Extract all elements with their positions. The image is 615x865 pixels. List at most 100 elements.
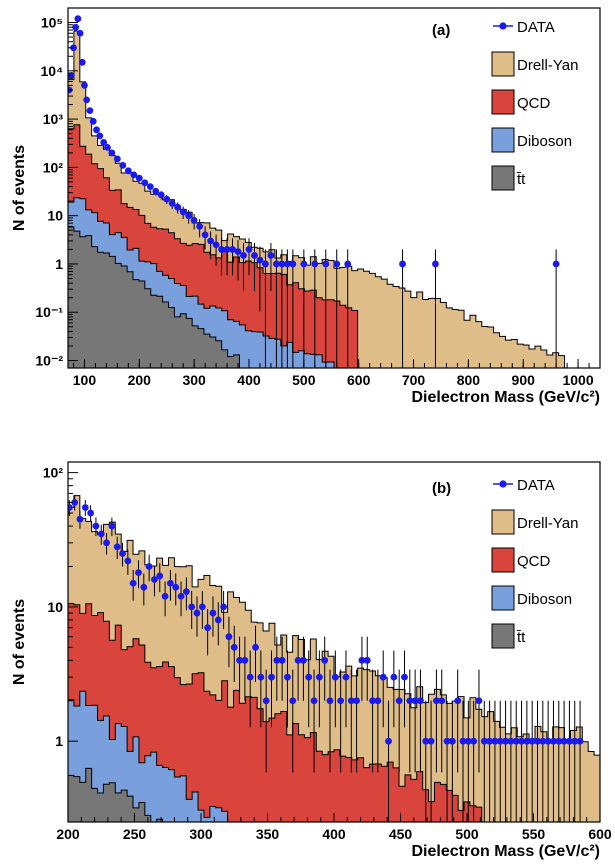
panel-label: (b) xyxy=(432,480,451,497)
data-point xyxy=(411,697,419,705)
data-point xyxy=(470,737,478,745)
data-point xyxy=(119,550,126,557)
data-point xyxy=(311,260,319,268)
data-point xyxy=(124,167,132,175)
data-point xyxy=(528,737,536,745)
data-point xyxy=(201,231,209,239)
x-tick-label: 450 xyxy=(389,826,413,842)
x-tick-label: 250 xyxy=(123,826,147,842)
y-tick-label: 10⁻² xyxy=(35,353,63,369)
data-point xyxy=(395,697,403,705)
data-point xyxy=(427,737,435,745)
data-point xyxy=(72,23,80,31)
data-point xyxy=(185,212,193,220)
panel-b: 200 250 300 350 400 450 500 550 600 1 10 10² N of ev… xyxy=(11,461,612,860)
data-point xyxy=(337,697,345,705)
legend-item: Drell-Yan xyxy=(491,509,578,535)
legend-swatch-ttbar xyxy=(491,165,515,191)
x-tick-label: 300 xyxy=(182,372,206,388)
data-point xyxy=(81,81,88,89)
data-point xyxy=(422,737,430,745)
data-point xyxy=(151,576,158,583)
data-point xyxy=(406,697,414,705)
x-tick-label: 400 xyxy=(322,826,346,842)
legend-label: t̄t xyxy=(516,629,526,646)
data-point xyxy=(379,673,387,681)
data-point xyxy=(273,656,281,664)
data-point xyxy=(119,161,127,169)
data-point xyxy=(331,673,339,681)
histogram-ttbar xyxy=(68,226,240,368)
data-point xyxy=(278,656,286,664)
data-point xyxy=(576,737,584,745)
x-tick-label: 100 xyxy=(73,372,97,388)
data-point xyxy=(245,246,253,253)
data-point xyxy=(129,579,137,587)
data-point xyxy=(552,260,560,268)
data-point xyxy=(246,673,254,681)
data-point xyxy=(87,509,95,517)
x-tick-label: 200 xyxy=(56,826,80,842)
data-point xyxy=(289,697,297,705)
x-axis-title: Dielectron Mass (GeV/c²) xyxy=(412,843,601,860)
legend-swatch-drellyan xyxy=(491,509,515,535)
x-tick-label: 500 xyxy=(455,826,479,842)
data-point xyxy=(161,592,169,600)
y-tick-label: 10³ xyxy=(43,111,64,127)
y-tick-label: 10 xyxy=(47,208,63,224)
data-point xyxy=(502,737,509,745)
legend-label: Diboson xyxy=(517,591,572,608)
data-point xyxy=(433,697,440,705)
data-point xyxy=(168,199,176,207)
data-point xyxy=(518,737,525,745)
data-point xyxy=(78,58,86,66)
data-point xyxy=(172,583,180,591)
data-point xyxy=(124,557,132,565)
data-point xyxy=(385,737,392,745)
data-point xyxy=(374,697,382,705)
data-point xyxy=(454,697,462,705)
data-point xyxy=(443,737,451,745)
x-tick-label: 350 xyxy=(256,826,280,842)
data-point xyxy=(96,132,104,140)
data-point xyxy=(140,583,148,591)
legend: DATA Drell-Yan QCD Diboson t̄t xyxy=(491,477,578,649)
data-point xyxy=(417,697,424,705)
data-point xyxy=(83,96,91,104)
data-point xyxy=(252,643,259,651)
data-point xyxy=(322,260,330,268)
data-point xyxy=(496,737,504,745)
data-point xyxy=(93,126,100,134)
data-point xyxy=(438,697,446,705)
data-point xyxy=(76,29,84,37)
data-point xyxy=(104,143,111,151)
data-point xyxy=(236,656,243,664)
data-point xyxy=(167,579,174,587)
y-tick-label: 10⁵ xyxy=(41,15,63,31)
data-point xyxy=(218,246,225,253)
data-point xyxy=(464,737,472,745)
y-axis-title: N of events xyxy=(11,599,28,685)
x-axis-title: Dielectron Mass (GeV/c²) xyxy=(412,389,601,406)
y-tick-label: 10² xyxy=(43,159,64,175)
data-point xyxy=(113,543,121,551)
data-point xyxy=(507,737,515,745)
data-point xyxy=(251,252,258,259)
legend-label: t̄t xyxy=(516,171,526,188)
legend-swatch-diboson xyxy=(491,585,515,611)
data-point xyxy=(230,643,238,651)
data-point xyxy=(100,138,108,146)
data-point xyxy=(141,179,149,187)
data-point xyxy=(358,656,366,664)
legend-item: DATA xyxy=(493,477,555,494)
data-point xyxy=(156,572,164,580)
data-point xyxy=(212,241,220,249)
data-point xyxy=(262,697,270,705)
data-point xyxy=(262,260,269,268)
data-point xyxy=(92,522,100,530)
legend-label: Drell-Yan xyxy=(517,57,578,74)
data-point xyxy=(146,183,154,190)
data-point xyxy=(353,697,361,705)
data-point xyxy=(399,260,406,268)
